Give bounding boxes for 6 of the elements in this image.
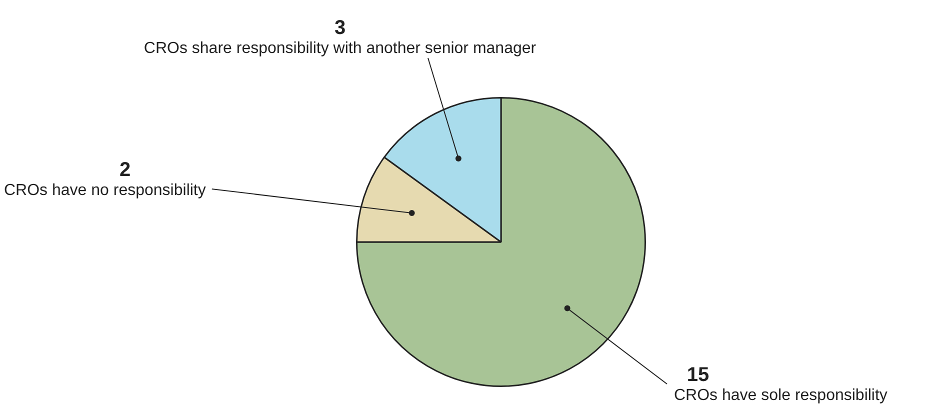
slice-label: CROs have sole responsibility (674, 387, 888, 404)
slice-label: CROs have no responsibility (4, 182, 206, 199)
slice-label: CROs share responsibility with another senior manager (144, 40, 537, 57)
data-label: 15 (686, 364, 710, 386)
data-label: 2 (119, 159, 131, 181)
data-label: 3 (334, 17, 346, 39)
